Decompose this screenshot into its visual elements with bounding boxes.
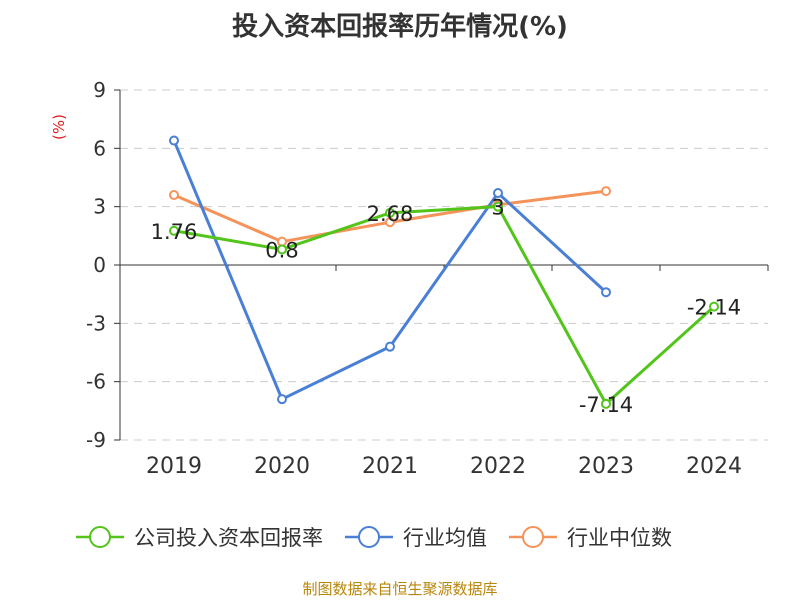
data-point <box>493 201 503 212</box>
legend-swatch-marker <box>89 526 111 548</box>
data-point <box>169 190 179 200</box>
y-tick-label: 0 <box>93 253 106 277</box>
data-point <box>601 287 611 298</box>
legend-swatch-marker <box>358 526 380 548</box>
data-point <box>493 188 503 199</box>
legend-label: 行业均值 <box>403 526 487 550</box>
data-label: -7.14 <box>579 393 633 417</box>
y-tick-label: -9 <box>86 428 106 452</box>
data-source-note: 制图数据来自恒生聚源数据库 <box>302 580 498 598</box>
y-tick-label: -6 <box>86 370 106 394</box>
data-point <box>385 207 395 218</box>
y-tick-label: 9 <box>93 78 106 102</box>
data-label: 3 <box>491 196 504 220</box>
y-tick-label: 6 <box>93 136 106 160</box>
legend-label: 公司投入资本回报率 <box>134 526 323 550</box>
data-point <box>385 217 395 228</box>
data-label: 2.68 <box>367 202 414 226</box>
data-point <box>169 135 179 146</box>
x-tick-label: 2021 <box>362 454 418 479</box>
x-tick-label: 2019 <box>146 454 202 479</box>
data-label: 0.8 <box>265 238 298 262</box>
series-line <box>172 139 608 401</box>
x-tick-label: 2020 <box>254 454 310 479</box>
data-point <box>601 398 611 409</box>
data-label: -2.14 <box>687 296 741 320</box>
data-point <box>385 341 395 352</box>
data-point <box>709 301 719 312</box>
data-label: 1.76 <box>151 220 198 244</box>
data-point <box>601 186 611 197</box>
data-point <box>277 244 287 255</box>
y-axis-label: (%) <box>50 114 68 140</box>
y-tick-label: -3 <box>86 311 106 335</box>
data-point <box>169 225 179 236</box>
x-tick-label: 2024 <box>686 454 742 479</box>
x-tick-label: 2022 <box>470 454 526 479</box>
y-tick-label: 3 <box>93 195 106 219</box>
series-line <box>173 205 716 406</box>
legend-swatch-marker <box>522 526 544 548</box>
chart-title: 投入资本回报率历年情况(%) <box>232 12 568 42</box>
legend-label: 行业中位数 <box>567 526 672 550</box>
data-point <box>277 394 287 405</box>
x-tick-label: 2023 <box>578 454 634 479</box>
